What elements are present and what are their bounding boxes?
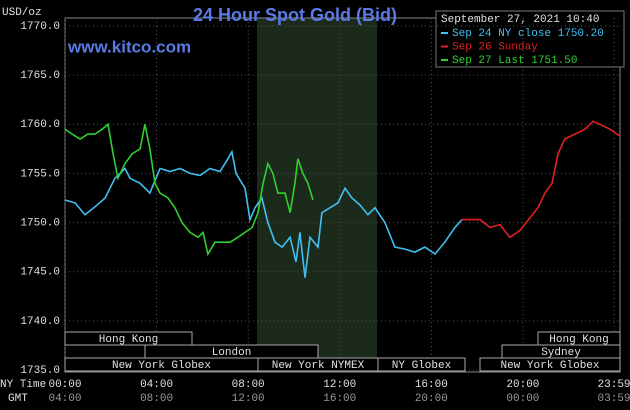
timestamp: September 27, 2021 10:40 [441,14,599,26]
session-box [377,357,466,372]
y-tick-label: 1740.0 [20,316,60,328]
session-label: Hong Kong [549,334,608,346]
y-tick-label: 1765.0 [20,70,60,82]
session-label: New York Globex [500,360,599,372]
legend-label: Sep 24 NY close 1750.20 [452,28,604,40]
legend-label: Sep 26 Sunday [452,41,538,53]
x2-tick-label: 00:00 [506,393,539,405]
session-label: London [212,347,252,359]
x2-tick-label: 04:00 [48,393,81,405]
watermark: www.kitco.com [67,37,191,56]
x2-axis-label: GMT [8,393,28,405]
series-line [64,122,314,257]
x-tick-label: 04:00 [140,379,173,391]
x2-tick-label: 16:00 [323,393,356,405]
session-label: NY Globex [392,360,452,372]
y-tick-label: 1745.0 [20,267,60,279]
session-label: Hong Kong [99,334,158,346]
x-tick-label: 20:00 [506,379,539,391]
y-tick-label: 1760.0 [20,119,60,131]
nymex-shade [257,18,377,372]
legend-box [435,10,625,68]
y-tick-label: 1735.0 [20,365,60,377]
x-tick-label: 08:00 [232,379,265,391]
x-tick-label: 00:00 [48,379,81,391]
x-tick-label: 16:00 [415,379,448,391]
series-line [462,120,621,239]
session-label: New York NYMEX [272,360,365,372]
x2-tick-label: 12:00 [232,393,265,405]
y-tick-label: 1770.0 [20,21,60,33]
x2-tick-label: 20:00 [415,393,448,405]
y-axis-label: USD/oz [2,7,42,19]
x-tick-label: 12:00 [323,379,356,391]
session-label: Sydney [541,347,581,359]
legend-label: Sep 27 Last 1751.50 [452,55,577,67]
y-tick-label: 1755.0 [20,168,60,180]
x2-tick-label: 08:00 [140,393,173,405]
x-axis-label: NY Time [0,379,46,391]
chart-title: 24 Hour Spot Gold (Bid) [193,5,397,25]
series-line [64,149,463,278]
y-tick-label: 1750.0 [20,217,60,229]
x-tick-label: 23:59 [598,379,630,391]
x2-tick-label: 03:59 [598,393,630,405]
session-box [64,331,193,346]
session-label: New York Globex [112,360,211,372]
session-box [479,357,621,372]
